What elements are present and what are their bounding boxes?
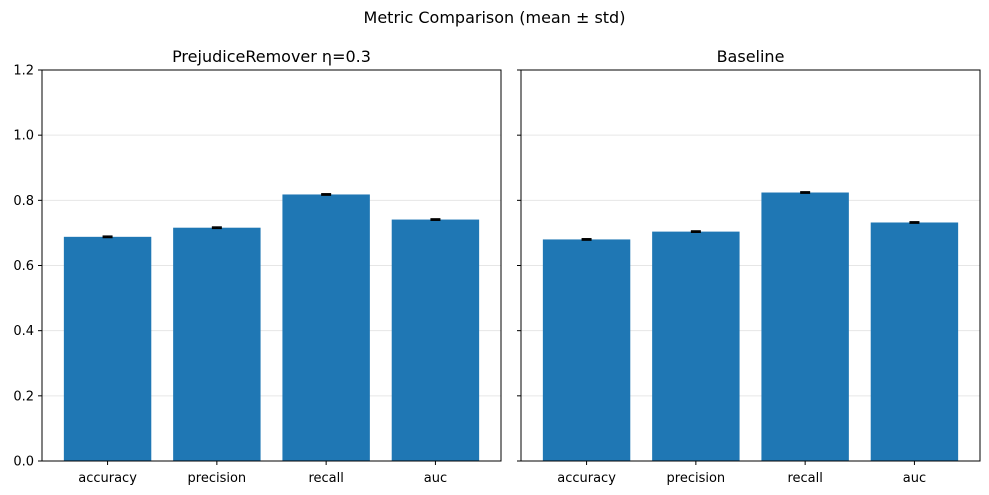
axes-frame-prejudiceremover [41, 69, 502, 462]
bar-prejudiceremover-precision [173, 227, 261, 461]
x-tick-label-baseline-1: precision [667, 471, 726, 486]
x-tick-label-baseline-3: auc [903, 471, 926, 486]
panel-baseline: Baseline accuracy precision recall auc [517, 47, 981, 486]
chart-title: Metric Comparison (mean ± std) [364, 8, 626, 27]
panel-title-prejudiceremover: PrejudiceRemover η=0.3 [172, 47, 371, 66]
y-tick-label-4: 0.8 [13, 194, 34, 209]
x-tick-label-prejudiceremover-1: precision [188, 471, 247, 486]
bar-baseline-precision [652, 231, 740, 461]
bar-baseline-accuracy [542, 239, 631, 461]
panel-title-baseline: Baseline [717, 47, 785, 66]
x-tick-label-prejudiceremover-3: auc [424, 471, 447, 486]
y-tick-label-6: 1.2 [13, 64, 34, 79]
y-tick-label-2: 0.4 [13, 324, 34, 339]
x-tick-label-baseline-2: recall [787, 471, 822, 486]
x-tick-label-baseline-0: accuracy [557, 471, 616, 486]
bar-baseline-auc [870, 222, 959, 461]
y-tick-label-0: 0.0 [13, 455, 34, 470]
y-tick-label-1: 0.2 [13, 389, 34, 404]
x-tick-label-prejudiceremover-2: recall [308, 471, 343, 486]
panel-prejudiceremover: PrejudiceRemover η=0.3 accuracy precision… [13, 47, 502, 486]
bar-baseline-recall [761, 192, 849, 461]
bar-prejudiceremover-recall [282, 194, 370, 462]
y-tick-label-3: 0.6 [13, 259, 34, 274]
y-tick-label-5: 1.0 [13, 129, 34, 144]
bar-prejudiceremover-auc [391, 219, 480, 461]
x-tick-label-prejudiceremover-0: accuracy [78, 471, 137, 486]
bar-prejudiceremover-accuracy [63, 236, 152, 461]
axes-frame-baseline [520, 69, 981, 462]
